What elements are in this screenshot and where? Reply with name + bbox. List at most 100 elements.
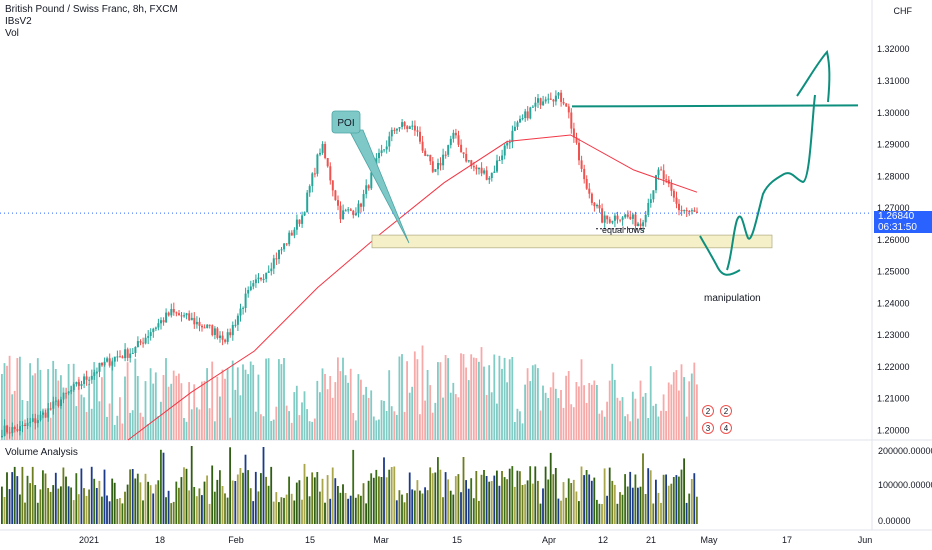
volume-bar	[616, 397, 619, 440]
candle-body	[590, 193, 593, 203]
indicator-vol[interactable]: Vol	[5, 28, 19, 39]
volume-bar	[634, 398, 637, 440]
volume-bar	[36, 358, 39, 440]
volume-analysis-bar	[619, 492, 621, 524]
volume-analysis-bar	[80, 468, 83, 524]
volume-bar	[211, 361, 214, 440]
candle-body	[147, 336, 150, 338]
volume-bar	[347, 382, 349, 440]
volume-analysis-bar	[190, 446, 193, 524]
volume-pane-title[interactable]: Volume Analysis	[5, 447, 78, 458]
volume-bar	[280, 364, 283, 440]
candle-body	[106, 358, 109, 362]
volume-bar	[206, 368, 208, 440]
candle-body	[616, 215, 619, 220]
volume-analysis-bar	[13, 466, 16, 524]
candle-body	[206, 324, 209, 328]
indicator-ibsv2[interactable]: IBsV2	[5, 16, 32, 27]
candle-body	[272, 258, 275, 269]
volume-bar	[324, 374, 326, 440]
bar-countdown: 06:31:50	[878, 222, 917, 233]
candle-body	[83, 376, 86, 385]
volume-analysis-bar	[226, 497, 229, 524]
volume-bar	[672, 372, 675, 440]
volume-bar	[537, 368, 539, 440]
y-tick-label: 1.27000	[877, 203, 910, 213]
candle-body	[13, 427, 16, 430]
volume-analysis-bar	[144, 473, 147, 524]
volume-bar	[588, 383, 591, 440]
volume-analysis-bar	[360, 495, 362, 524]
volume-bar	[549, 387, 552, 440]
volume-analysis-bar	[136, 473, 139, 524]
candle-body	[26, 422, 29, 426]
symbol-title[interactable]: British Pound / Swiss Franc, 8h, FXCM	[5, 4, 178, 15]
volume-bar	[401, 354, 403, 440]
volume-analysis-bar	[11, 472, 14, 524]
volume-analysis-bar	[165, 497, 167, 524]
candle-body	[416, 130, 419, 132]
volume-bar	[62, 387, 65, 440]
signal-marker-label: 3	[706, 424, 711, 433]
volume-analysis-bar	[211, 465, 214, 524]
volume-analysis-bar	[375, 469, 378, 524]
candle-body	[77, 382, 80, 386]
volume-bar	[393, 411, 396, 440]
chart-legend: British Pound / Swiss Franc, 8h, FXCM IB…	[5, 4, 178, 40]
volume-bar	[601, 410, 603, 440]
volume-analysis-bar	[529, 466, 532, 524]
volume-bar	[216, 376, 219, 440]
candle-body	[608, 219, 611, 223]
volume-bar	[11, 394, 14, 440]
last-price-tag: 1.26840 06:31:50	[874, 211, 932, 233]
volume-analysis-bar	[188, 490, 190, 524]
volume-bar	[470, 354, 473, 440]
projection-rally	[726, 94, 816, 271]
volume-bar	[660, 410, 662, 440]
volume-bar	[126, 362, 129, 440]
volume-analysis-bar	[483, 470, 485, 524]
volume-analysis-bar	[321, 478, 324, 524]
volume-analysis-bar	[662, 474, 665, 524]
volume-analysis-bar	[242, 472, 244, 524]
signal-marker	[720, 405, 732, 417]
volume-bar	[157, 416, 160, 440]
volume-analysis-bar	[383, 457, 385, 524]
volume-analysis-bar	[24, 502, 26, 524]
volume-analysis-bar	[539, 503, 542, 524]
volume-analysis-bar	[411, 489, 414, 524]
poi-zone	[371, 234, 773, 249]
volume-analysis-bar	[639, 486, 642, 524]
x-tick-label: Apr	[542, 535, 556, 545]
volume-analysis-bar	[588, 474, 591, 524]
candle-body	[152, 328, 155, 333]
volume-bar	[160, 401, 162, 440]
volume-bar	[288, 411, 290, 440]
volume-bar	[98, 401, 101, 440]
volume-bar	[690, 373, 693, 440]
volume-analysis-bar	[516, 470, 519, 524]
volume-bar	[295, 385, 298, 440]
volume-analysis-bar	[334, 478, 337, 524]
volume-bar	[290, 422, 293, 440]
volume-bar	[567, 371, 570, 440]
candle-body	[306, 192, 309, 213]
volume-bar	[342, 357, 344, 440]
candle-body	[631, 214, 634, 219]
y-tick-label: 1.25000	[877, 267, 910, 277]
candle-body	[395, 128, 398, 131]
candle-body	[275, 258, 278, 260]
volume-bar	[385, 411, 388, 440]
candle-body	[429, 154, 432, 162]
volume-bar	[303, 391, 306, 440]
volume-analysis-bar	[590, 480, 593, 524]
volume-bar	[13, 390, 16, 440]
candle-body	[644, 214, 647, 223]
volume-bar	[685, 416, 688, 440]
candle-body	[65, 392, 68, 394]
candle-body	[529, 107, 532, 119]
volume-analysis-bar	[549, 452, 552, 524]
volume-bar	[444, 355, 447, 440]
volume-analysis-bar	[275, 492, 278, 524]
